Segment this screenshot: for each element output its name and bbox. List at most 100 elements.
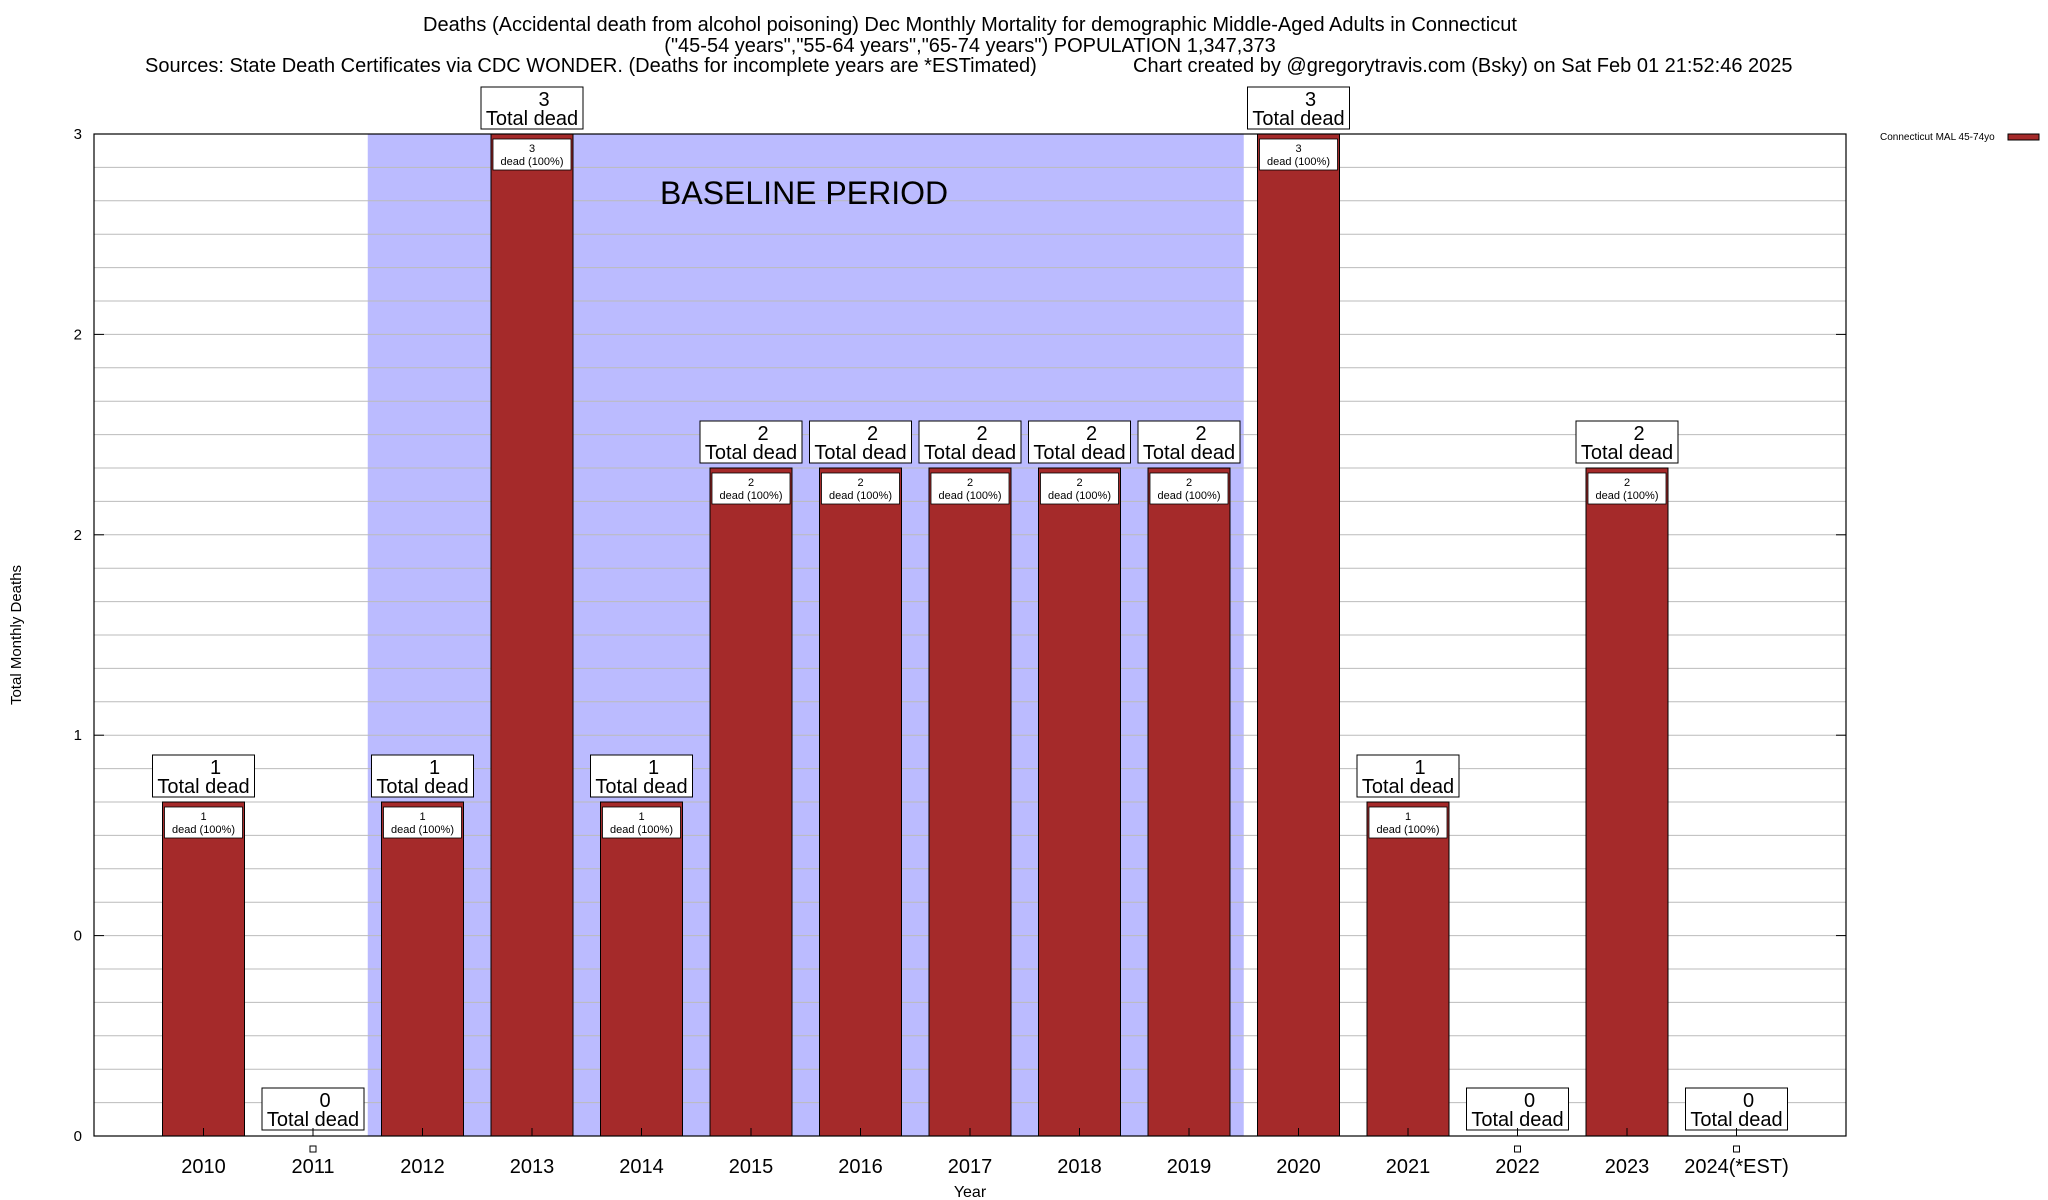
inner-label-text: dead (100%) <box>1267 156 1330 168</box>
y-tick-label: 2 <box>74 326 82 343</box>
x-tick-label: 2013 <box>510 1156 555 1178</box>
inner-label-box <box>492 138 572 171</box>
total-label-text: Total dead <box>157 776 249 798</box>
x-tick-label: 2019 <box>1167 1156 1212 1178</box>
x-tick-label: 2015 <box>729 1156 774 1178</box>
x-tick-label: 2024(*EST) <box>1684 1156 1789 1178</box>
legend: Connecticut MAL 45-74yo <box>1880 132 2040 143</box>
total-label-count: 2 <box>1633 423 1644 445</box>
chart-sources: Sources: State Death Certificates via CD… <box>145 55 1037 77</box>
inner-label-text: dead (100%) <box>1048 490 1111 502</box>
total-label-count: 1 <box>1414 757 1425 779</box>
inner-label-box <box>1259 138 1338 171</box>
total-label-box <box>1685 1087 1788 1131</box>
inner-label-count: 3 <box>529 143 535 155</box>
x-tick-label: 2012 <box>400 1156 445 1178</box>
inner-label-text: dead (100%) <box>1158 490 1221 502</box>
total-label-box <box>699 420 803 464</box>
x-tick-label: 2018 <box>1057 1156 1102 1178</box>
zero-marker <box>1733 1145 1740 1153</box>
inner-label-text: dead (100%) <box>172 824 235 836</box>
total-label-box <box>1137 420 1241 464</box>
total-label-count: 2 <box>867 423 878 445</box>
bar-2019 <box>1147 467 1231 1137</box>
chart-title-line-2: ("45-54 years","55-64 years","65-74 year… <box>664 35 1275 57</box>
y-tick-label: 2 <box>74 527 82 544</box>
total-label-box <box>1575 420 1679 464</box>
inner-label-count: 3 <box>1295 143 1301 155</box>
total-label-count: 0 <box>1743 1090 1754 1112</box>
inner-label-count: 2 <box>967 477 973 489</box>
x-axis-label: Year <box>954 1184 987 1200</box>
bar-2020 <box>1257 133 1340 1137</box>
inner-label-box <box>602 806 681 839</box>
total-label-text: Total dead <box>1690 1109 1782 1131</box>
total-label-text: Total dead <box>1362 776 1454 798</box>
total-label-count: 0 <box>1524 1090 1535 1112</box>
total-label-count: 0 <box>319 1090 330 1112</box>
y-tick-label: 0 <box>74 928 82 945</box>
bar-2021 <box>1366 801 1450 1137</box>
x-tick-label: 2016 <box>838 1156 883 1178</box>
total-label-count: 3 <box>538 89 549 111</box>
y-tick-label: 1 <box>74 727 82 744</box>
chart-title-line-1: Deaths (Accidental death from alcohol po… <box>423 14 1517 36</box>
inner-label-text: dead (100%) <box>829 490 892 502</box>
bar-2015 <box>709 467 793 1137</box>
inner-label-box <box>1040 472 1119 505</box>
total-label-box <box>1356 754 1460 798</box>
bar-2014 <box>600 801 683 1137</box>
legend-swatch <box>2007 133 2040 141</box>
inner-label-text: dead (100%) <box>939 490 1002 502</box>
total-label-text: Total dead <box>814 442 906 464</box>
inner-label-count: 1 <box>200 811 206 823</box>
total-label-text: Total dead <box>595 776 687 798</box>
total-label-text: Total dead <box>376 776 468 798</box>
inner-label-text: dead (100%) <box>391 824 454 836</box>
inner-label-count: 2 <box>857 477 863 489</box>
y-tick-label: 3 <box>74 126 82 143</box>
total-label-count: 1 <box>429 757 440 779</box>
inner-label-box <box>1587 472 1667 505</box>
inner-label-count: 2 <box>1186 477 1192 489</box>
total-label-count: 1 <box>210 757 221 779</box>
inner-label-box <box>1368 806 1448 839</box>
bar-2013 <box>490 133 574 1137</box>
inner-label-box <box>930 472 1010 505</box>
total-label-count: 2 <box>1086 423 1097 445</box>
bar-2012 <box>381 801 464 1137</box>
inner-label-text: dead (100%) <box>720 490 783 502</box>
inner-label-text: dead (100%) <box>610 824 673 836</box>
x-tick-label: 2021 <box>1386 1156 1431 1178</box>
total-label-text: Total dead <box>1471 1109 1563 1131</box>
total-label-count: 2 <box>757 423 768 445</box>
total-label-text: Total dead <box>267 1109 359 1131</box>
bar-2023 <box>1585 467 1669 1137</box>
inner-label-box <box>383 806 462 839</box>
x-tick-label: 2023 <box>1605 1156 1650 1178</box>
inner-label-box <box>1149 472 1229 505</box>
inner-label-count: 1 <box>419 811 425 823</box>
inner-label-text: dead (100%) <box>1596 490 1659 502</box>
bar-2017 <box>928 467 1012 1137</box>
total-label-count: 2 <box>976 423 987 445</box>
total-label-box <box>809 420 912 464</box>
zero-marker <box>1514 1145 1521 1153</box>
bar-2018 <box>1038 467 1121 1137</box>
y-tick-label: 0 <box>74 1128 82 1145</box>
x-tick-label: 2020 <box>1276 1156 1321 1178</box>
zero-marker <box>309 1145 317 1153</box>
x-tick-label: 2010 <box>181 1156 226 1178</box>
total-label-count: 3 <box>1305 89 1316 111</box>
y-axis-label: Total Monthly Deaths <box>8 565 25 705</box>
total-label-count: 1 <box>648 757 659 779</box>
bar-2010 <box>162 801 245 1137</box>
inner-label-count: 1 <box>1405 811 1411 823</box>
legend-label: Connecticut MAL 45-74yo <box>1880 132 1995 143</box>
total-label-box <box>371 754 474 798</box>
inner-label-text: dead (100%) <box>1377 824 1440 836</box>
total-label-box <box>1466 1087 1569 1131</box>
